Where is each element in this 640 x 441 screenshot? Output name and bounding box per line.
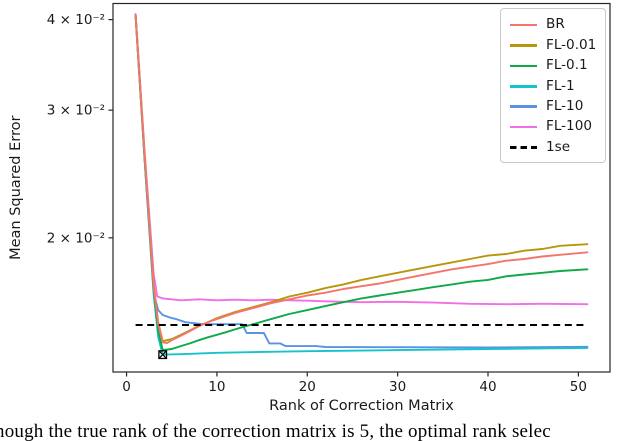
- x-tick-label: 0: [122, 379, 131, 395]
- legend-label: FL-100: [546, 118, 593, 135]
- legend-swatch-fl-1: [510, 85, 537, 88]
- legend-item-fl-0.01: FL-0.01: [510, 35, 601, 55]
- series-line-fl-100: [134, 13, 589, 306]
- x-axis-label: Rank of Correction Matrix: [269, 398, 454, 414]
- series-line-br: [134, 13, 589, 344]
- x-tick-label: 10: [208, 379, 225, 395]
- min-marker: [158, 350, 168, 360]
- x-tick-label: 40: [479, 379, 496, 395]
- legend-swatch-br: [510, 23, 537, 27]
- legend-item-br: BR: [510, 15, 601, 35]
- legend-item-1se: 1se: [510, 137, 601, 157]
- plot-box: [112, 2, 611, 373]
- y-axis-label: Mean Squared Error: [8, 116, 24, 260]
- x-tick-label: 30: [389, 379, 406, 395]
- caption-text: nough the true rank of the correction ma…: [0, 421, 551, 441]
- legend-swatch-1se: [510, 146, 537, 150]
- line-chart: 0 10 20 30 40 50 4 × 10⁻² 3 × 10⁻² 2 × 10⁻² Rank …: [8, 2, 611, 414]
- series-line-fl-0.01: [134, 13, 589, 343]
- legend-item-fl-1: FL-1: [510, 76, 601, 96]
- x-tick-label: 50: [570, 379, 587, 395]
- legend-swatch-fl-0.01: [510, 44, 537, 47]
- legend-label: FL-0.01: [546, 36, 597, 53]
- y-tick-label: 2 × 10⁻²: [47, 230, 105, 246]
- legend-item-fl-10: FL-10: [510, 97, 601, 117]
- legend-item-fl-0.1: FL-0.1: [510, 56, 601, 76]
- min-marker-x2: [158, 350, 167, 359]
- legend-item-fl-100: FL-100: [510, 117, 601, 137]
- series-line-fl-0.1: [134, 14, 589, 352]
- legend-swatch-fl-10: [510, 105, 537, 109]
- legend-swatch-fl-100: [510, 125, 537, 129]
- legend-swatch-fl-0.1: [510, 64, 537, 68]
- y-tick-label: 4 × 10⁻²: [47, 12, 105, 28]
- legend-label: FL-10: [546, 97, 584, 114]
- legend: BR FL-0.01 FL-0.1 FL-1 FL-10 FL-100 1se: [500, 8, 606, 163]
- x-tick-label: 20: [299, 379, 316, 395]
- y-tick-label: 3 × 10⁻²: [47, 103, 105, 119]
- legend-label: FL-0.1: [546, 57, 588, 74]
- legend-label: BR: [546, 16, 565, 33]
- legend-label: 1se: [546, 138, 571, 155]
- legend-label: FL-1: [546, 77, 575, 94]
